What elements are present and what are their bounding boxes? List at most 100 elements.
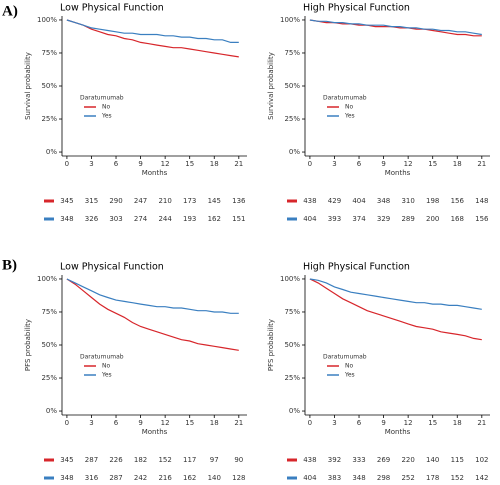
at-risk-count: 438 xyxy=(303,197,316,205)
at-risk-count: 383 xyxy=(328,474,341,482)
x-tick-label: 18 xyxy=(210,160,219,168)
at-risk-count: 156 xyxy=(451,197,465,205)
at-risk-count: 142 xyxy=(475,474,488,482)
x-tick-label: 9 xyxy=(381,160,385,168)
survival-curve xyxy=(66,278,239,314)
panel-label: A) xyxy=(2,3,18,19)
at-risk-count: 115 xyxy=(451,456,464,464)
x-tick-label: 18 xyxy=(453,419,462,427)
at-risk-count: 216 xyxy=(158,474,172,482)
legend-title: Daratumumab xyxy=(80,95,124,102)
y-tick-label: 100% xyxy=(37,16,57,24)
at-risk-count: 287 xyxy=(109,474,122,482)
at-risk-count: 152 xyxy=(451,474,464,482)
at-risk-count: 151 xyxy=(232,215,245,223)
at-risk-count: 193 xyxy=(183,215,196,223)
y-tick-label: 50% xyxy=(41,341,57,349)
at-risk-count: 274 xyxy=(134,215,148,223)
at-risk-count: 117 xyxy=(183,456,196,464)
at-risk-count: 316 xyxy=(85,474,99,482)
x-tick-label: 6 xyxy=(114,160,119,168)
x-tick-label: 15 xyxy=(185,160,194,168)
y-tick-label: 25% xyxy=(284,115,300,123)
chart-title: Low Physical Function xyxy=(60,262,164,273)
at-risk-count: 200 xyxy=(426,215,439,223)
legend-label: Yes xyxy=(344,372,355,379)
at-risk-count: 348 xyxy=(60,215,73,223)
x-axis-label: Months xyxy=(142,428,168,436)
legend-label: No xyxy=(102,363,110,370)
y-tick-label: 50% xyxy=(284,82,300,90)
y-tick-label: 0% xyxy=(46,407,57,415)
at-risk-count: 178 xyxy=(426,474,439,482)
at-risk-count: 182 xyxy=(134,456,147,464)
x-tick-label: 0 xyxy=(308,419,312,427)
at-risk-count: 348 xyxy=(377,197,390,205)
legend-title: Daratumumab xyxy=(323,354,367,361)
at-risk-count: 289 xyxy=(401,215,414,223)
y-tick-label: 100% xyxy=(280,275,300,283)
legend-title: Daratumumab xyxy=(80,354,124,361)
at-risk-count: 326 xyxy=(85,215,99,223)
x-tick-label: 15 xyxy=(185,419,194,427)
at-risk-count: 102 xyxy=(475,456,488,464)
chart-title: High Physical Function xyxy=(303,262,410,273)
x-axis-label: Months xyxy=(385,169,411,177)
panel-label: B) xyxy=(2,257,17,273)
x-tick-label: 21 xyxy=(477,419,486,427)
at-risk-count: 140 xyxy=(426,456,439,464)
x-tick-label: 3 xyxy=(89,160,93,168)
x-tick-label: 21 xyxy=(477,160,486,168)
y-tick-label: 0% xyxy=(46,148,57,156)
y-tick-label: 75% xyxy=(41,49,57,57)
x-tick-label: 0 xyxy=(65,160,69,168)
at-risk-count: 136 xyxy=(232,197,246,205)
x-tick-label: 6 xyxy=(357,160,362,168)
x-tick-label: 9 xyxy=(138,419,142,427)
legend-label: No xyxy=(345,104,353,111)
y-tick-label: 0% xyxy=(289,407,300,415)
at-risk-count: 287 xyxy=(85,456,98,464)
x-tick-label: 12 xyxy=(404,160,413,168)
legend-label: No xyxy=(345,363,353,370)
legend-label: Yes xyxy=(101,113,112,120)
survival-curve xyxy=(309,19,482,36)
x-tick-label: 9 xyxy=(381,419,385,427)
x-tick-label: 12 xyxy=(404,419,413,427)
x-tick-label: 0 xyxy=(308,160,312,168)
survival-curve xyxy=(66,19,239,44)
at-risk-count: 162 xyxy=(183,474,196,482)
survival-curve xyxy=(309,278,482,310)
x-tick-label: 6 xyxy=(357,419,362,427)
at-risk-count: 140 xyxy=(208,474,221,482)
at-risk-count: 220 xyxy=(401,456,414,464)
y-tick-label: 50% xyxy=(41,82,57,90)
x-axis-label: Months xyxy=(142,169,168,177)
at-risk-count: 315 xyxy=(85,197,98,205)
at-risk-count: 152 xyxy=(158,456,171,464)
at-risk-count: 310 xyxy=(401,197,414,205)
at-risk-count: 162 xyxy=(208,215,221,223)
y-tick-label: 25% xyxy=(41,374,57,382)
at-risk-count: 242 xyxy=(134,474,147,482)
x-tick-label: 18 xyxy=(453,160,462,168)
y-axis-label: PFS probability xyxy=(24,319,32,371)
y-tick-label: 25% xyxy=(41,115,57,123)
at-risk-count: 247 xyxy=(134,197,147,205)
x-tick-label: 15 xyxy=(428,419,437,427)
x-tick-label: 21 xyxy=(234,419,243,427)
y-axis-label: PFS probability xyxy=(267,319,275,371)
y-tick-label: 100% xyxy=(37,275,57,283)
at-risk-count: 145 xyxy=(208,197,221,205)
x-tick-label: 15 xyxy=(428,160,437,168)
x-axis-label: Months xyxy=(385,428,411,436)
at-risk-count: 393 xyxy=(328,215,341,223)
at-risk-count: 128 xyxy=(232,474,245,482)
at-risk-count: 429 xyxy=(328,197,341,205)
x-tick-label: 0 xyxy=(65,419,69,427)
y-tick-label: 0% xyxy=(289,148,300,156)
y-tick-label: 100% xyxy=(280,16,300,24)
at-risk-count: 97 xyxy=(210,456,219,464)
legend-label: Yes xyxy=(344,113,355,120)
x-tick-label: 6 xyxy=(114,419,119,427)
